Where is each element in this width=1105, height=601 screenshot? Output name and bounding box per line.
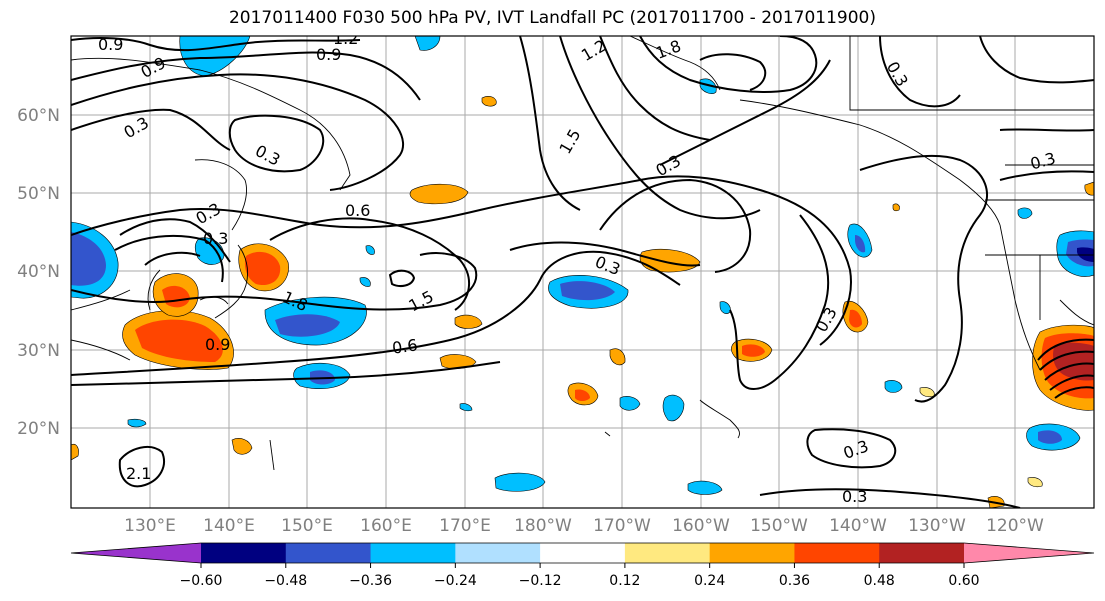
colorbar-tick-label: 0.48	[864, 573, 895, 589]
colorbar-tick-label: −0.36	[349, 573, 392, 589]
lon-label: 160°E	[360, 516, 412, 536]
contour-label: 0.9	[98, 35, 123, 54]
colorbar-tick-label: 0.60	[948, 573, 979, 589]
lon-label: 160°W	[672, 516, 730, 536]
gridlines	[71, 36, 1094, 508]
lon-label: 150°E	[281, 516, 333, 536]
lat-label: 40°N	[17, 262, 60, 282]
colorbar-segment	[879, 543, 965, 563]
colorbar-extend-high	[964, 543, 1094, 563]
colorbar-tick-label: 0.12	[609, 573, 640, 589]
contour-label: 0.3	[841, 436, 871, 463]
lat-label: 30°N	[17, 341, 60, 361]
lat-label: 50°N	[17, 184, 60, 204]
lon-label: 170°E	[439, 516, 491, 536]
contour-label: 1.2	[578, 36, 610, 65]
contour-label: 0.3	[203, 229, 228, 248]
contour-label: 1.2	[333, 29, 358, 48]
contour-label: 0.3	[883, 58, 912, 90]
colorbar: −0.60 −0.48 −0.36 −0.24 −0.12 0.12 0.24 0.36 0.4…	[70, 542, 1095, 589]
map-frame	[70, 35, 1095, 509]
lon-label: 180°W	[514, 516, 572, 536]
contour-label: 0.6	[345, 201, 370, 220]
colorbar-tick-label: −0.12	[519, 573, 562, 589]
contour-label: 0.6	[391, 335, 419, 357]
lat-label: 20°N	[17, 419, 60, 439]
longitude-labels: 130°E 140°E 150°E 160°E 170°E 180°W 170°…	[124, 516, 1044, 536]
contour-label: 0.9	[205, 335, 230, 354]
coastlines	[71, 36, 1094, 471]
colorbar-segment	[709, 543, 795, 563]
map-panel: 0.9 0.9 0.9 1.2 1.2 1.8 0.3 0.3 0.3 0.3 …	[71, 29, 1094, 508]
lon-label: 140°E	[203, 516, 255, 536]
colorbar-tick-label: −0.60	[180, 573, 223, 589]
contour-label: 0.3	[592, 252, 623, 279]
lon-label: 130°E	[124, 516, 176, 536]
lon-label: 120°W	[986, 516, 1044, 536]
colorbar-extend-low	[71, 543, 201, 563]
lon-label: 150°W	[750, 516, 808, 536]
contour-label: 0.3	[1028, 149, 1058, 174]
contour-label: 1.5	[405, 287, 436, 316]
colorbar-segment	[624, 543, 711, 563]
contour-label: 0.3	[812, 304, 841, 336]
colorbar-segment	[370, 543, 456, 563]
latitude-labels: 60°N 50°N 40°N 30°N 20°N	[17, 106, 60, 439]
colorbar-segment	[794, 543, 880, 563]
colorbar-segment	[540, 543, 626, 563]
lon-label: 170°W	[593, 516, 651, 536]
contour-label: 2.1	[126, 464, 151, 483]
colorbar-tick-label: −0.48	[264, 573, 307, 589]
contour-label: 0.3	[193, 199, 225, 228]
colorbar-segment	[201, 543, 287, 563]
lon-label: 130°W	[908, 516, 966, 536]
contour-label: 1.8	[653, 36, 683, 63]
pv-contours	[71, 36, 1094, 508]
contour-label: 1.5	[555, 126, 584, 158]
contour-label: 0.9	[316, 45, 341, 64]
contour-label: 0.9	[138, 53, 169, 82]
contour-label: 0.3	[121, 113, 153, 142]
colorbar-segment	[455, 543, 541, 563]
colorbar-tick-label: −0.24	[434, 573, 477, 589]
ivt-shading	[71, 36, 1094, 508]
map-title: 2017011400 F030 500 hPa PV, IVT Landfall…	[228, 8, 876, 28]
colorbar-segment	[285, 543, 372, 563]
contour-label: 0.3	[842, 487, 867, 506]
lat-label: 60°N	[17, 106, 60, 126]
colorbar-tick-label: 0.24	[694, 573, 725, 589]
colorbar-tick-label: 0.36	[779, 573, 810, 589]
lon-label: 140°W	[829, 516, 887, 536]
